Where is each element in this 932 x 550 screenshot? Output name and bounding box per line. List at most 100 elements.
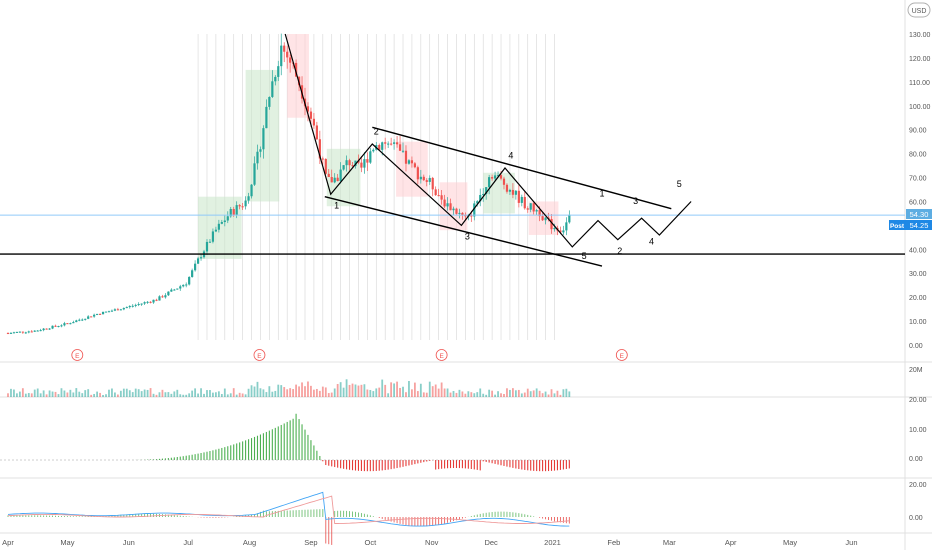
volume-bar [170,393,173,397]
volume-bar [440,382,443,397]
volume-bar [405,392,407,397]
volume-bar [408,381,410,397]
volume-bar [18,391,21,397]
volume-bar [27,393,30,397]
volume-bar [568,391,571,397]
post-market-label: Post [890,223,905,230]
volume-bar [384,384,387,397]
volume-bar [556,390,559,397]
earnings-circle [71,349,84,361]
volume-bar [354,384,357,397]
candle-body [378,145,381,150]
volume-bar [203,393,205,397]
candle-body [538,210,541,217]
volume-bar [238,392,241,397]
candle-body [491,177,494,179]
wave-label: 4 [508,150,513,160]
volume-bar [78,391,81,397]
volume-bar [366,389,369,397]
candle-body [443,199,446,207]
candle-body [57,326,60,328]
candle-body [286,51,289,58]
time-tick-label: Oct [365,538,378,547]
volume-bar [553,393,556,397]
volume-bar [122,388,125,397]
volume-bar [232,388,235,397]
candle-body [398,144,402,151]
volume-bar [197,393,199,397]
candle-body [176,288,179,290]
volume-bar [339,382,342,397]
time-tick-label: Nov [425,538,439,547]
volume-bar [535,388,538,397]
volume-bar [21,388,24,397]
time-tick-label: 2021 [544,538,561,547]
candle-body [277,66,280,77]
candle-body [262,128,265,150]
candle-body [473,203,476,217]
candle-body [60,325,63,327]
candle-body [330,177,333,183]
wave-label: 2 [374,126,379,136]
volume-bar [292,389,295,397]
candle-body [523,196,526,209]
candle-body [568,214,571,223]
candle-body [336,177,339,182]
volume-bar [235,394,238,397]
volume-bar [559,394,562,397]
candle-body [6,333,10,335]
currency-control[interactable]: USD [907,2,931,18]
candle-body [146,301,149,303]
volume-bar [57,394,60,397]
candle-body [431,177,434,190]
volume-bar [87,389,90,397]
price-tick-label: 70.00 [909,176,927,183]
volume-bar [140,391,143,397]
price-tick-label: 120.00 [909,56,931,63]
candle-body [182,284,185,287]
volume-bar [437,388,440,397]
candle-body [167,291,170,296]
candle-body [351,165,354,167]
candle-body [90,316,93,318]
candle-body [309,111,313,119]
volume-bar [7,393,9,397]
candle-body [565,222,568,231]
volume-bar [295,384,297,397]
volume-bar [336,383,339,397]
earnings-circle [435,349,448,361]
volume-bar [128,390,131,397]
volume-bar [517,389,520,397]
earnings-label: E [439,353,444,360]
time-tick-label: Apr [2,538,14,547]
price-tick-label: 130.00 [909,32,931,39]
volume-bar [39,393,42,397]
volume-bar [544,391,547,397]
candle-body [401,150,405,152]
price-tick-label: 30.00 [909,271,927,278]
candle-body [161,296,164,298]
volume-bar [443,388,446,397]
volume-bar [342,387,345,397]
candle-body [247,196,250,201]
candle-body [283,45,286,52]
candle-body [119,309,122,311]
volume-bar [509,389,511,397]
time-tick-label: Mar [663,538,676,547]
volume-bar [550,389,553,397]
volume-bar [547,394,550,397]
candle-body [9,332,13,334]
volume-bar [351,383,354,397]
candle-body [393,142,396,144]
price-tick-label: 20.00 [909,295,927,302]
wave-label: 5 [677,179,682,189]
wave-label: 3 [465,232,470,242]
volume-bar [105,394,107,397]
earnings-marker: E [615,349,628,361]
volume-bar [532,390,535,397]
volume-bar [321,386,324,397]
volume-bar [313,389,315,397]
indicator-panes [0,379,571,545]
volume-bar [289,388,292,397]
